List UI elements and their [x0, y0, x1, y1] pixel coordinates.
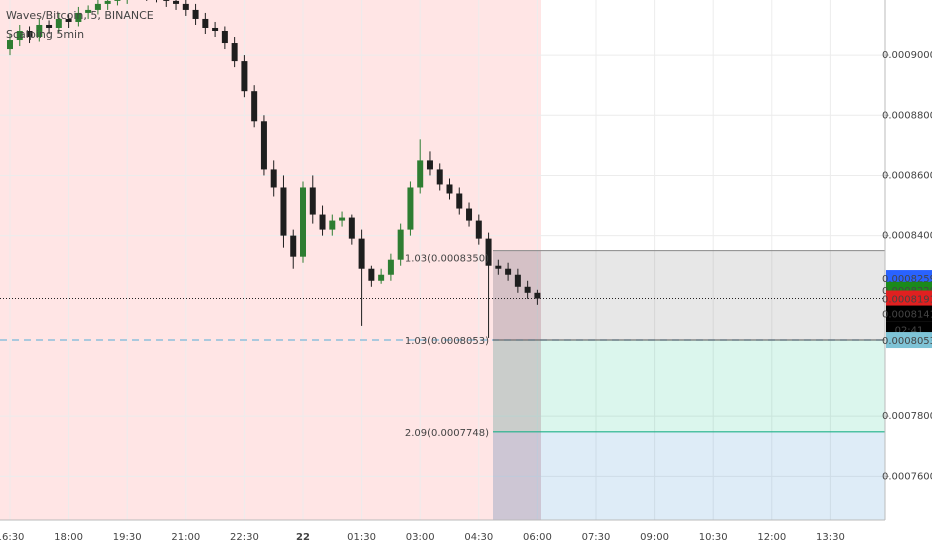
x-tick-label: 18:00 [54, 532, 83, 543]
candle-body [251, 91, 258, 122]
candle-body [36, 24, 43, 38]
entry-label: 1.03(0.0008053) [405, 336, 489, 347]
candle-body [280, 187, 287, 236]
x-tick-label: 04:30 [464, 532, 493, 543]
candle-body [16, 30, 23, 41]
candle-body [300, 187, 306, 257]
candle-body [309, 187, 316, 215]
candle-body [192, 9, 199, 19]
price-badge [886, 332, 932, 349]
x-tick-label: 06:00 [523, 532, 552, 543]
x-tick-label: 01:30 [347, 532, 376, 543]
candle-body [407, 187, 414, 230]
x-tick-label: 07:30 [582, 532, 611, 543]
candle-body [94, 3, 101, 10]
candle-body [182, 3, 189, 10]
candle-body [65, 18, 72, 22]
chart-title: Waves/Bitcoin, 5, BINANCE [6, 9, 154, 22]
x-tick-label: 09:00 [640, 532, 669, 543]
risk-zone [493, 250, 885, 341]
price-badge [886, 290, 932, 307]
candle-body [505, 268, 512, 275]
candle-body [397, 229, 404, 260]
candle-body [85, 9, 92, 13]
price-badge-label: 0.0008191 [882, 295, 932, 306]
reward-zone [493, 340, 885, 432]
x-tick-label: 03:00 [406, 532, 435, 543]
candle-body [241, 61, 248, 92]
candle-body [456, 193, 463, 209]
candle-body [436, 169, 443, 185]
candle-body [387, 259, 394, 275]
candle-body [231, 43, 238, 62]
x-tick-label: 16:30 [0, 532, 24, 543]
candle-body [75, 12, 82, 22]
price-badge [886, 305, 932, 322]
candle-body [534, 292, 541, 299]
stop-label: 1.03(0.0008350) [405, 254, 489, 265]
x-tick-label: 10:30 [699, 532, 728, 543]
chart-subtitle: Scalping 5min [6, 28, 84, 41]
candle-body [348, 217, 355, 239]
candle-body [221, 30, 228, 44]
y-tick-label: 0.0008400 [882, 231, 932, 242]
candle-body [55, 18, 62, 28]
session-background [0, 0, 541, 520]
candle-body [26, 30, 33, 38]
candle-body [7, 40, 13, 50]
y-tick-label: 0.0008800 [882, 110, 932, 121]
x-tick-label: 12:00 [757, 532, 786, 543]
candle-body [46, 24, 53, 28]
candle-body [475, 220, 482, 239]
target-label: 2.09(0.0007748) [405, 428, 489, 439]
candle-body [202, 18, 209, 28]
candle-body [378, 274, 385, 281]
beyond-target-zone [493, 431, 885, 520]
x-tick-label: 13:30 [816, 532, 845, 543]
x-tick-label: 22 [296, 532, 310, 543]
countdown-label: 02:41 [895, 326, 924, 337]
price-badge-label: 0.0008141 [882, 310, 932, 321]
candle-body [319, 214, 326, 230]
price-badge-label: 0.0008259 [882, 274, 932, 285]
x-tick-label: 19:30 [113, 532, 142, 543]
candle-body [466, 208, 473, 221]
x-tick-label: 22:30 [230, 532, 259, 543]
x-tick-label: 21:00 [171, 532, 200, 543]
candle-body [270, 169, 277, 188]
price-badge-label: 0.0008053 [882, 336, 932, 347]
y-tick-label: 0.0008600 [882, 170, 932, 181]
candle-body [290, 235, 297, 257]
candle-body [212, 27, 219, 31]
position-overlap [493, 250, 541, 520]
candle-body [173, 0, 180, 4]
candle-body [163, 0, 170, 1]
candle-body [524, 286, 531, 293]
candle-body [495, 265, 502, 269]
candle-body [426, 160, 433, 170]
candle-body [485, 238, 492, 266]
candle-body [114, 0, 121, 1]
candle-body [446, 184, 453, 194]
candle-body [339, 217, 346, 221]
candle-body [260, 121, 267, 170]
candle-body [514, 274, 521, 287]
candle-body [417, 160, 424, 188]
y-tick-label: 0.0007600 [882, 471, 932, 482]
candle-body [358, 238, 365, 269]
candle-body [104, 0, 111, 4]
candle-body [368, 268, 375, 281]
y-tick-label: 0.0007800 [882, 411, 932, 422]
candle-body [329, 220, 336, 230]
y-tick-label: 0.0009000 [882, 50, 932, 61]
